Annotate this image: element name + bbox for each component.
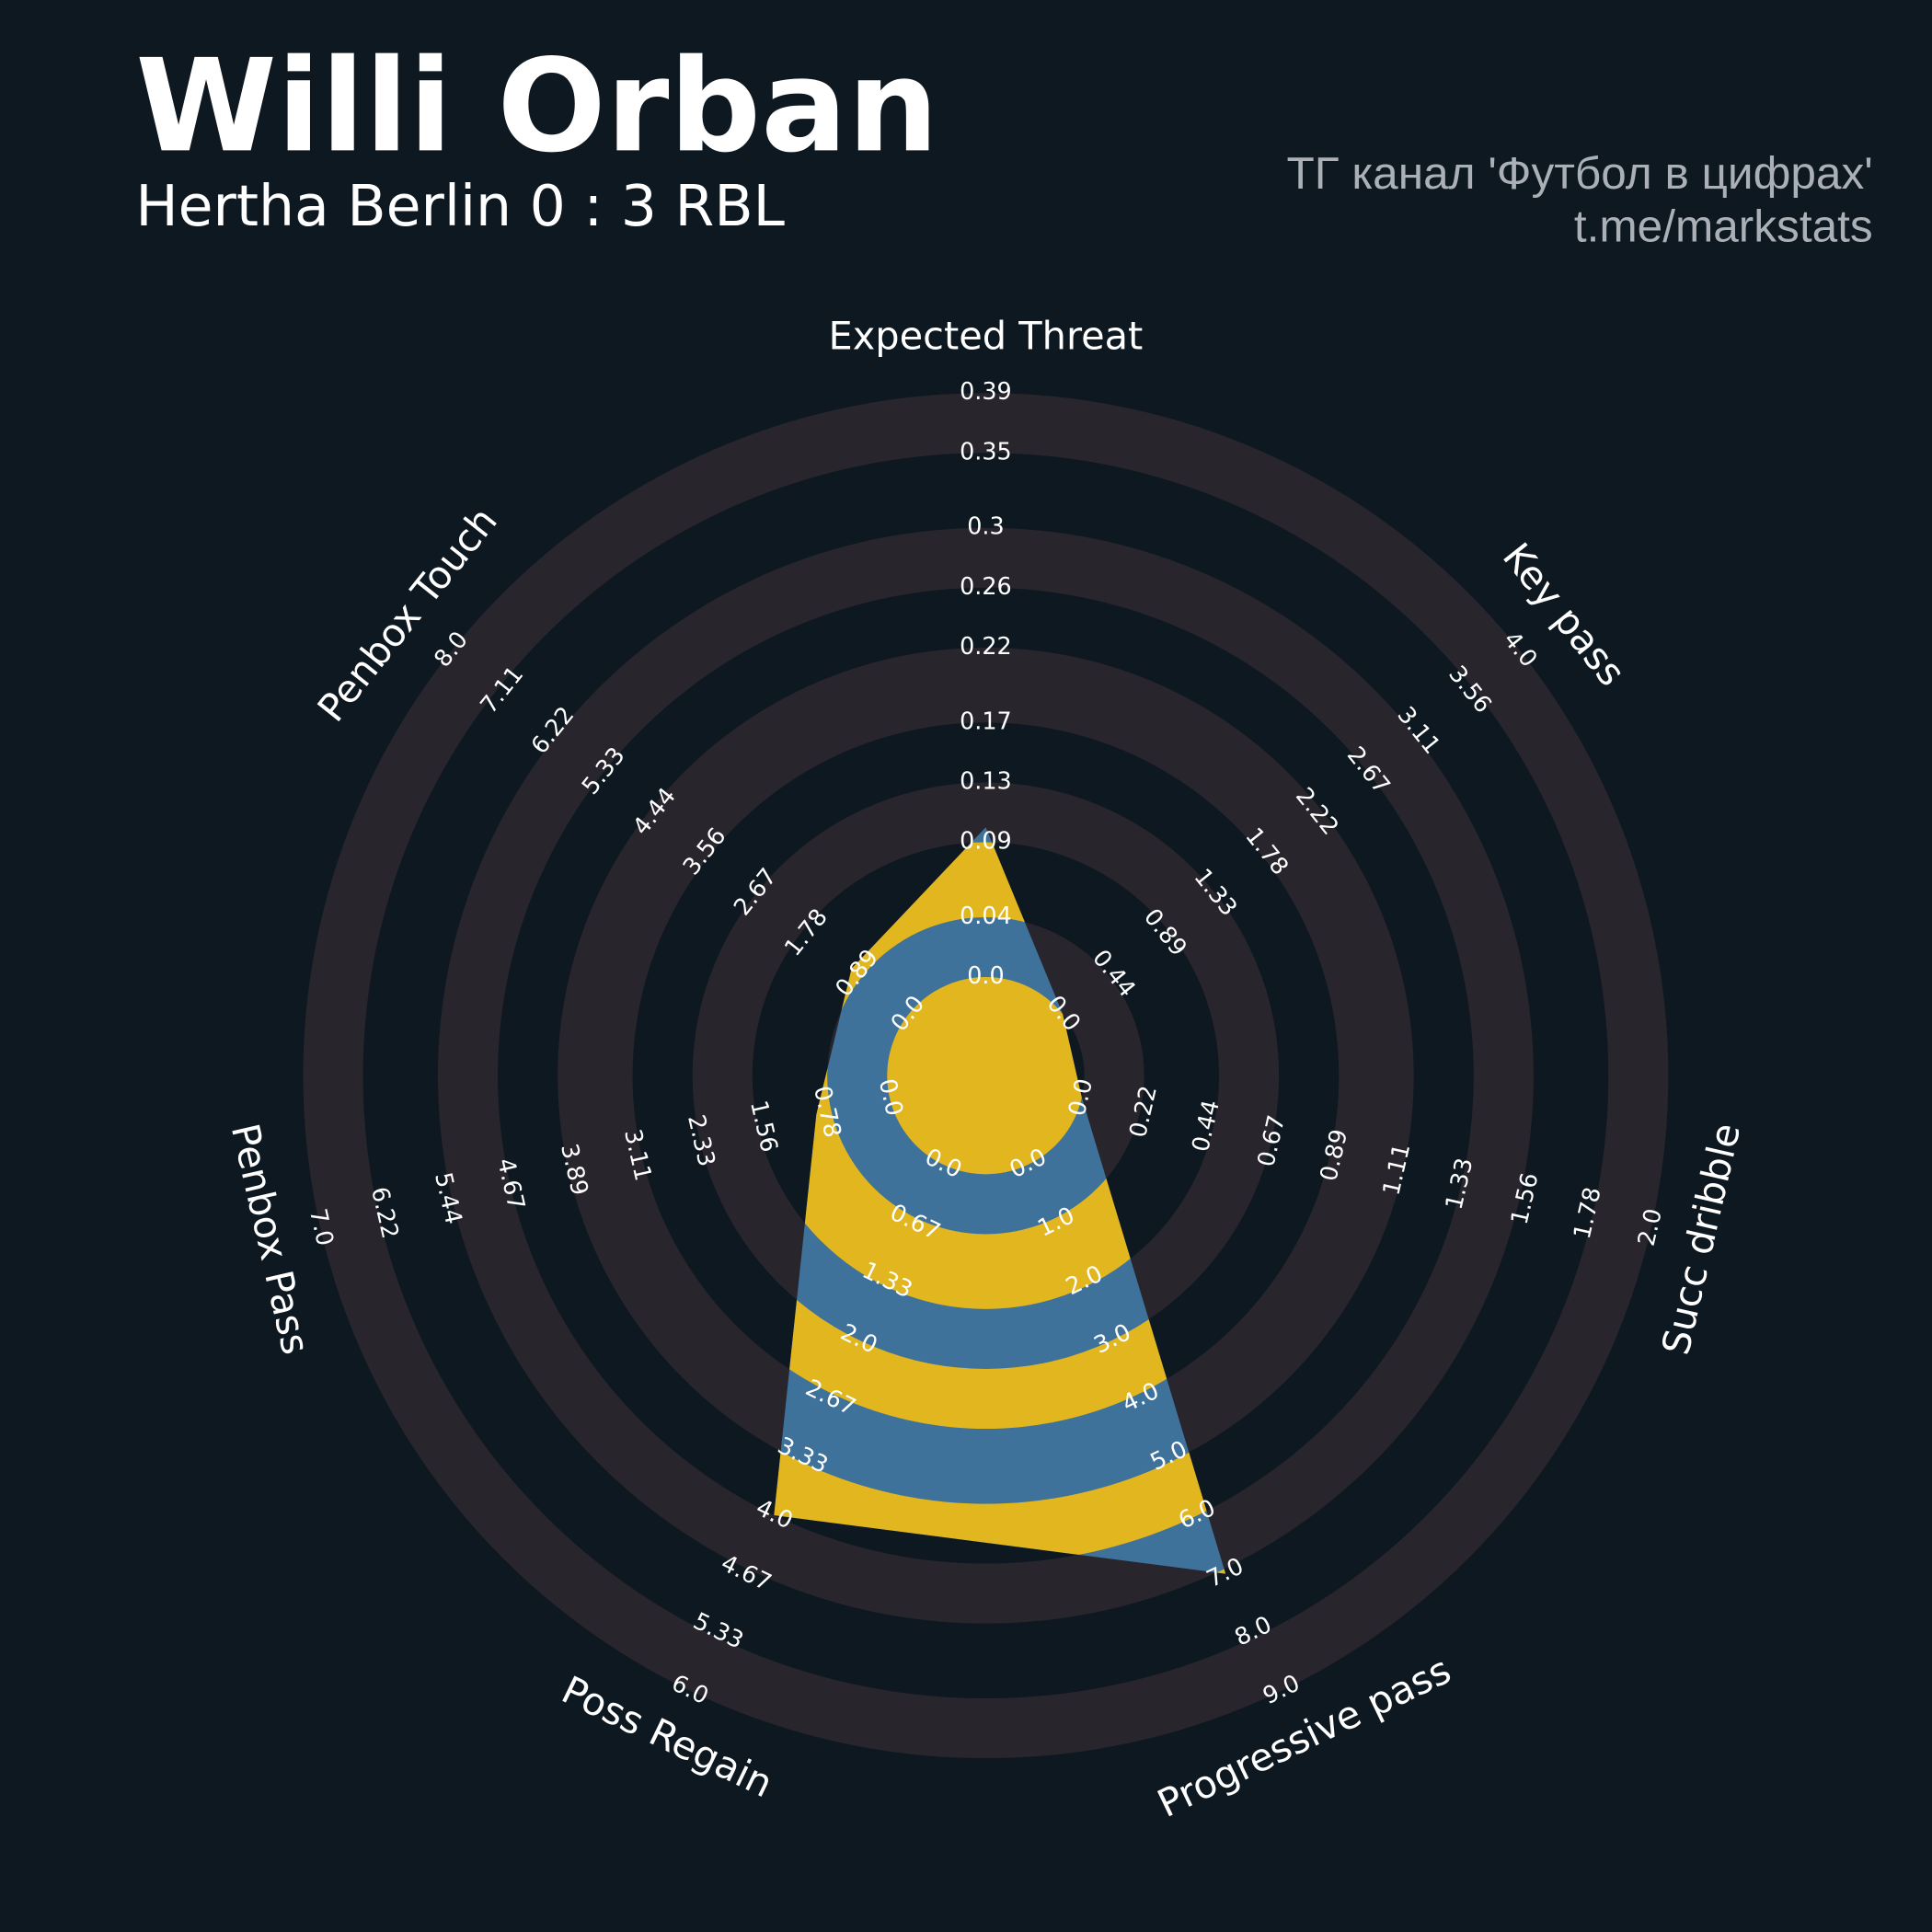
credit: t.me/markstats (1574, 200, 1873, 251)
radar-ring (887, 977, 1085, 1175)
chart-title: Willi Orban (135, 31, 938, 180)
chart-subtitle: Hertha Berlin 0 : 3 RBL (135, 173, 785, 239)
tick-label: 0.26 (960, 572, 1012, 600)
tick-label: 0.04 (960, 902, 1012, 929)
tick-label: 0.13 (960, 766, 1012, 794)
tick-label: 0.17 (960, 707, 1012, 734)
tick-label: 0.39 (960, 377, 1012, 405)
tick-label: 0.22 (960, 632, 1012, 660)
tick-label: 0.09 (960, 827, 1012, 855)
credit: ТГ канал 'Футбол в цифрах' (1287, 147, 1873, 199)
tick-label: 0.3 (967, 512, 1004, 540)
tick-label: 0.35 (960, 437, 1012, 465)
tick-label: 0.0 (967, 961, 1004, 989)
axis-label: Expected Threat (828, 313, 1143, 358)
